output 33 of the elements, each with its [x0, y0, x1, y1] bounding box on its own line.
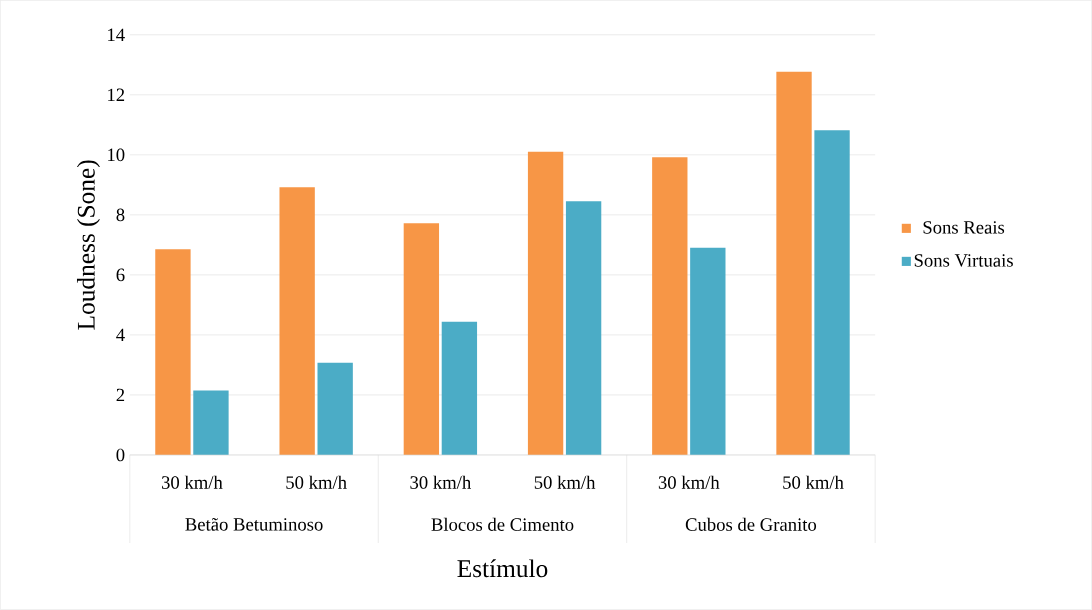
bar: [155, 249, 191, 456]
x-axis-title: Estímulo: [457, 559, 548, 578]
text: Cubos de Granito: [685, 517, 817, 531]
x-tick-label: 30 km/h: [161, 475, 223, 489]
bar: [565, 201, 602, 456]
text: Blocos de Cimento: [431, 517, 574, 531]
bar: [403, 223, 440, 456]
y-tick-label: 8: [116, 208, 125, 222]
legend-label: Sons Virtuais: [914, 254, 1013, 267]
x-tick-label: 50 km/h: [286, 475, 347, 489]
x-tick-label: 30 km/h: [658, 475, 720, 489]
y-tick-label: 2: [116, 388, 125, 402]
x-tick-label: 50 km/h: [783, 475, 844, 489]
x-tick-label: 50 km/h: [534, 475, 596, 489]
bar: [652, 157, 688, 456]
bar: [317, 362, 353, 456]
text: Betão Betuminoso: [185, 518, 323, 531]
legend-label: Sons Reais: [923, 221, 1005, 234]
x-tick-label: 30 km/h: [410, 475, 472, 489]
y-axis-title: Loudness (Sone): [76, 160, 100, 330]
y-tick-label: 10: [108, 148, 125, 162]
bar: [814, 130, 850, 456]
y-tick-label: 4: [116, 328, 125, 342]
y-tick-label: 0: [116, 448, 125, 462]
bar: [690, 247, 726, 456]
y-tick-label: 6: [116, 268, 125, 282]
y-tick-label: 12: [108, 88, 125, 102]
y-tick-label: 14: [108, 28, 125, 42]
bar: [527, 151, 564, 456]
bar: [776, 71, 812, 456]
bar: [441, 321, 478, 456]
bar: [279, 187, 315, 456]
bar: [193, 390, 229, 456]
